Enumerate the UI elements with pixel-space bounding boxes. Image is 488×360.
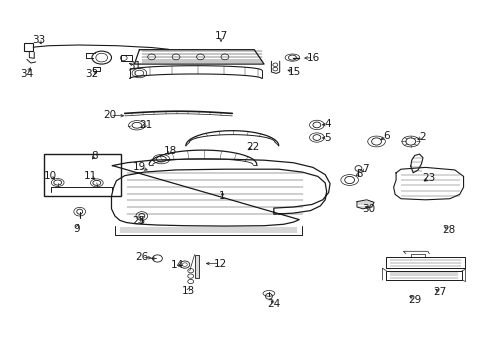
Text: 31: 31 xyxy=(127,60,141,71)
Text: 26: 26 xyxy=(135,252,148,262)
Text: 16: 16 xyxy=(305,53,319,63)
Text: 12: 12 xyxy=(213,258,226,269)
Bar xyxy=(44,154,121,196)
Text: 24: 24 xyxy=(266,299,280,309)
Text: 6: 6 xyxy=(382,131,389,141)
Text: 4: 4 xyxy=(324,119,330,129)
Text: 22: 22 xyxy=(246,141,260,152)
Text: 11: 11 xyxy=(83,171,97,181)
Text: 32: 32 xyxy=(84,69,98,79)
Text: 3: 3 xyxy=(355,168,362,179)
Text: 17: 17 xyxy=(214,31,227,41)
Bar xyxy=(194,255,198,278)
Text: 8: 8 xyxy=(91,150,98,161)
Text: 5: 5 xyxy=(324,132,330,143)
Text: 21: 21 xyxy=(139,120,152,130)
Text: 13: 13 xyxy=(181,285,195,296)
Text: 33: 33 xyxy=(32,35,46,45)
Text: 25: 25 xyxy=(132,216,146,226)
Text: 23: 23 xyxy=(422,173,435,183)
Text: 14: 14 xyxy=(170,260,183,270)
Text: 30: 30 xyxy=(362,204,375,214)
Text: 28: 28 xyxy=(441,225,455,235)
Bar xyxy=(121,55,132,61)
Text: 29: 29 xyxy=(407,294,421,305)
Text: 34: 34 xyxy=(20,69,34,79)
Text: 9: 9 xyxy=(73,224,80,234)
Bar xyxy=(24,43,33,51)
Text: 18: 18 xyxy=(163,146,177,156)
Text: 2: 2 xyxy=(419,132,426,142)
Text: 15: 15 xyxy=(287,67,301,77)
Text: 1: 1 xyxy=(219,191,225,201)
Text: 10: 10 xyxy=(43,171,56,181)
Text: 7: 7 xyxy=(362,164,368,174)
Text: 19: 19 xyxy=(132,162,146,172)
Text: 27: 27 xyxy=(432,287,446,297)
Text: 20: 20 xyxy=(103,110,116,120)
Bar xyxy=(93,67,100,71)
